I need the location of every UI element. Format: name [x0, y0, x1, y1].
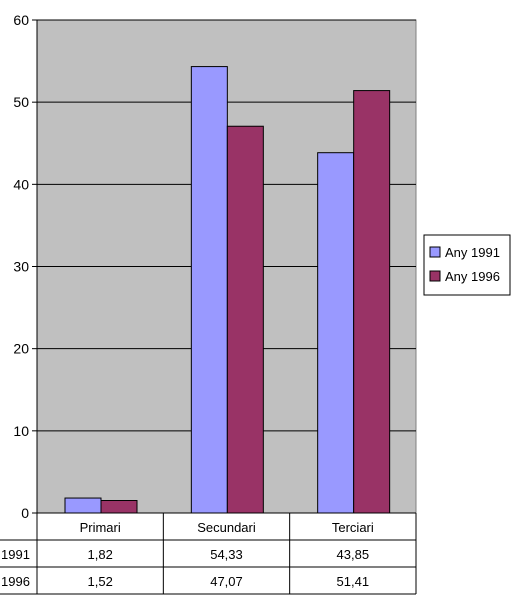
y-axis-ticks: 0 10 20 30 40 50 60	[13, 12, 37, 521]
data-table: Primari Secundari Terciari 1991 1,82 54,33 43,…	[0, 513, 417, 595]
table-cell: 1,82	[88, 547, 113, 562]
bar	[100, 500, 138, 514]
bar	[190, 66, 228, 514]
legend-label: Any 1991	[445, 245, 500, 260]
table-row-label: 1991	[1, 547, 30, 562]
bar	[64, 497, 102, 514]
bars	[64, 66, 391, 514]
category-label: Terciari	[332, 520, 374, 535]
legend: Any 1991 Any 1996	[423, 234, 511, 296]
y-tick-label: 0	[21, 505, 29, 521]
table-cell: 1,52	[88, 574, 113, 589]
bar	[317, 152, 355, 514]
legend-swatch	[429, 270, 441, 282]
table-cell: 47,07	[210, 574, 243, 589]
bar	[353, 90, 391, 514]
legend-box	[423, 234, 511, 296]
y-tick-label: 30	[13, 259, 29, 275]
category-label: Primari	[80, 520, 121, 535]
bar	[226, 125, 264, 514]
y-tick-label: 20	[13, 341, 29, 357]
table-cell: 54,33	[210, 547, 243, 562]
table-cell: 51,41	[337, 574, 370, 589]
category-label: Secundari	[197, 520, 256, 535]
legend-label: Any 1996	[445, 269, 500, 284]
table-cell: 43,85	[337, 547, 370, 562]
y-tick-label: 50	[13, 94, 29, 110]
y-tick-label: 60	[13, 12, 29, 28]
legend-swatch	[429, 246, 441, 258]
y-tick-label: 40	[13, 176, 29, 192]
y-tick-label: 10	[13, 423, 29, 439]
table-row-label: 1996	[1, 574, 30, 589]
